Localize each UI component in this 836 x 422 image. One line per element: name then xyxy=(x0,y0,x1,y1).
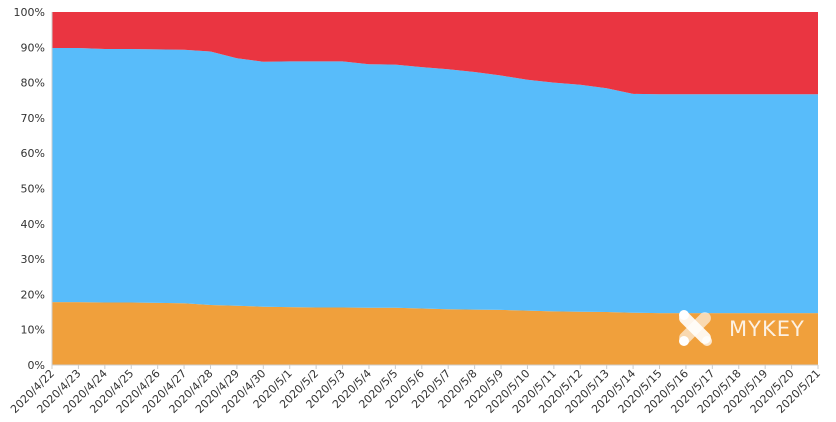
area-series-1 xyxy=(52,302,818,365)
y-tick-label: 20% xyxy=(21,288,45,301)
mykey-watermark: MYKEY xyxy=(679,310,805,346)
area-series-2 xyxy=(52,48,818,314)
y-tick-label: 50% xyxy=(21,183,45,196)
y-axis-ticks: 0% 10% 20% 30% 40% 50% 60% 70% 80% 90% 100% xyxy=(14,6,45,372)
x-axis-ticks: 2020/4/222020/4/232020/4/242020/4/252020… xyxy=(8,365,823,416)
y-tick-label: 10% xyxy=(21,324,45,337)
area-series-3 xyxy=(52,12,818,95)
y-tick-label: 80% xyxy=(21,77,45,90)
area-series-group xyxy=(52,12,818,365)
watermark-text: MYKEY xyxy=(729,317,805,341)
y-tick-label: 100% xyxy=(14,6,45,19)
y-tick-label: 0% xyxy=(28,359,45,372)
y-tick-label: 90% xyxy=(21,41,45,54)
mykey-logo-icon xyxy=(679,310,712,346)
y-tick-label: 70% xyxy=(21,112,45,125)
y-tick-label: 40% xyxy=(21,218,45,231)
y-tick-label: 30% xyxy=(21,253,45,266)
y-tick-label: 60% xyxy=(21,147,45,160)
